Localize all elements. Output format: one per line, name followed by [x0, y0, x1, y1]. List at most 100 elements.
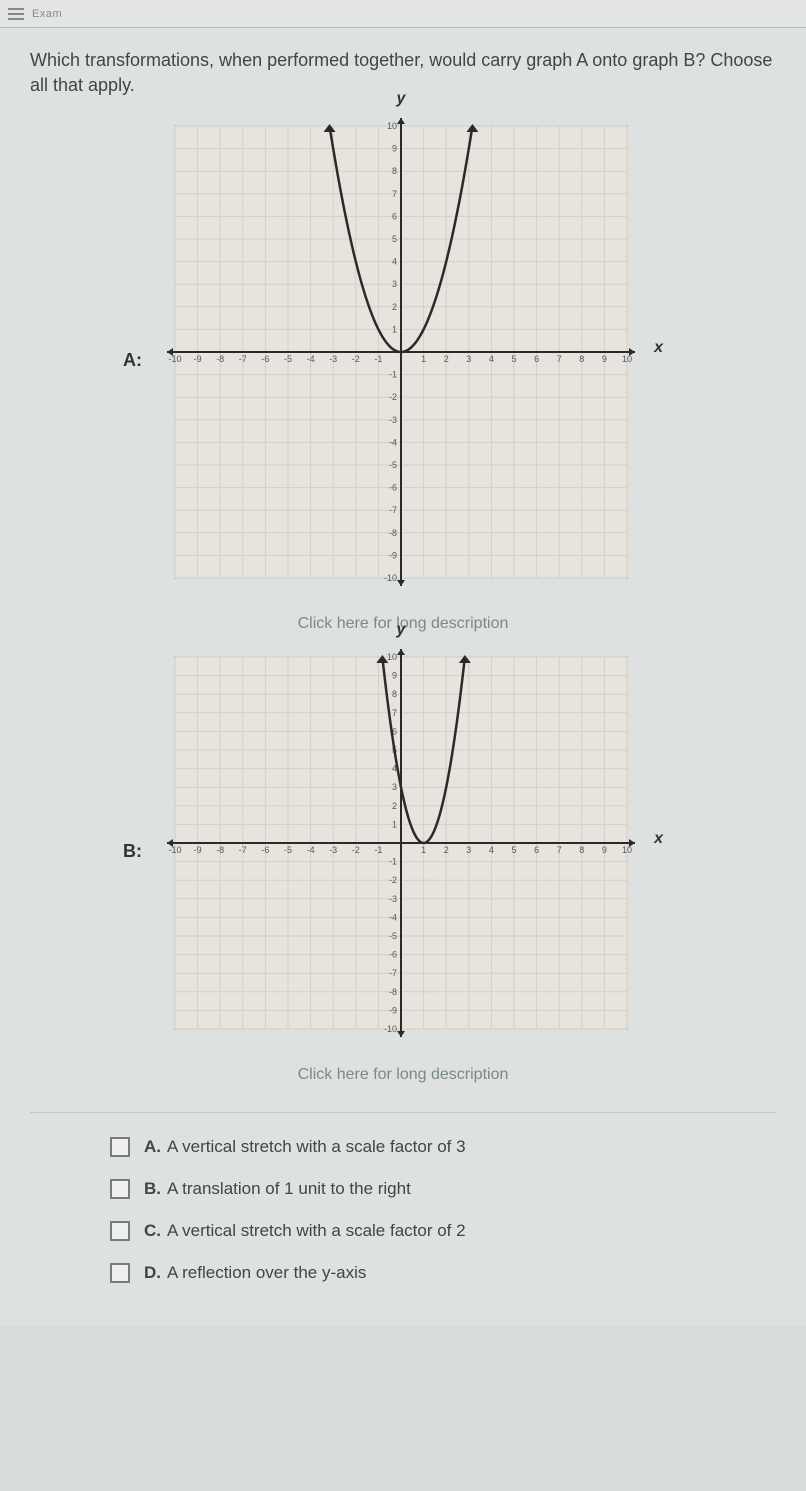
svg-text:-6: -6 [389, 950, 397, 960]
svg-text:9: 9 [392, 144, 397, 154]
svg-text:2: 2 [392, 302, 397, 312]
svg-text:2: 2 [444, 354, 449, 364]
svg-text:-9: -9 [194, 845, 202, 855]
svg-text:-5: -5 [284, 354, 292, 364]
svg-text:-8: -8 [389, 528, 397, 538]
graph-a-wrap: A: y x -10-9-8-7-6-5-4-3-2-112345678910-… [123, 112, 683, 597]
toolbar: Exam [0, 0, 806, 28]
option-a-letter: A. [144, 1137, 161, 1157]
svg-text:8: 8 [579, 354, 584, 364]
svg-text:2: 2 [392, 801, 397, 811]
option-a[interactable]: A. A vertical stretch with a scale facto… [110, 1137, 776, 1157]
svg-text:-1: -1 [374, 354, 382, 364]
svg-text:-7: -7 [389, 969, 397, 979]
svg-text:8: 8 [579, 845, 584, 855]
svg-text:-10: -10 [168, 845, 181, 855]
svg-text:3: 3 [466, 845, 471, 855]
svg-text:-1: -1 [374, 845, 382, 855]
svg-text:-6: -6 [389, 483, 397, 493]
svg-text:9: 9 [392, 671, 397, 681]
menu-icon[interactable] [8, 8, 24, 20]
svg-text:-10: -10 [384, 573, 397, 583]
svg-text:-9: -9 [389, 551, 397, 561]
graph-b-box: y x -10-9-8-7-6-5-4-3-2-112345678910-10-… [161, 643, 641, 1048]
svg-text:-6: -6 [261, 354, 269, 364]
svg-text:4: 4 [489, 845, 494, 855]
svg-text:10: 10 [622, 354, 632, 364]
option-c-text: A vertical stretch with a scale factor o… [167, 1221, 466, 1241]
graph-b-long-desc-link[interactable]: Click here for long description [30, 1066, 776, 1084]
checkbox-a[interactable] [110, 1137, 130, 1157]
graph-a-y-label: y [397, 90, 406, 108]
svg-text:10: 10 [387, 121, 397, 131]
svg-text:-7: -7 [239, 845, 247, 855]
svg-text:5: 5 [392, 234, 397, 244]
option-a-text: A vertical stretch with a scale factor o… [167, 1137, 466, 1157]
svg-text:3: 3 [392, 783, 397, 793]
svg-text:7: 7 [392, 189, 397, 199]
svg-text:5: 5 [511, 354, 516, 364]
option-b-text: A translation of 1 unit to the right [167, 1179, 411, 1199]
checkbox-d[interactable] [110, 1263, 130, 1283]
divider [30, 1112, 776, 1113]
option-d[interactable]: D. A reflection over the y-axis [110, 1263, 776, 1283]
svg-text:-2: -2 [352, 354, 360, 364]
svg-text:6: 6 [534, 845, 539, 855]
options-list: A. A vertical stretch with a scale facto… [30, 1137, 776, 1283]
graph-a-label: A: [123, 350, 153, 371]
svg-text:-2: -2 [389, 393, 397, 403]
svg-text:3: 3 [392, 280, 397, 290]
graph-a-box: y x -10-9-8-7-6-5-4-3-2-112345678910-10-… [161, 112, 641, 597]
checkbox-b[interactable] [110, 1179, 130, 1199]
svg-text:7: 7 [392, 708, 397, 718]
svg-text:-7: -7 [239, 354, 247, 364]
svg-text:6: 6 [534, 354, 539, 364]
graph-a-x-label: x [654, 339, 663, 357]
option-c-letter: C. [144, 1221, 161, 1241]
svg-text:-4: -4 [307, 354, 315, 364]
svg-text:-10: -10 [168, 354, 181, 364]
svg-text:10: 10 [387, 652, 397, 662]
option-d-text: A reflection over the y-axis [167, 1263, 366, 1283]
graph-b-y-label: y [397, 621, 406, 639]
svg-text:-2: -2 [352, 845, 360, 855]
graph-b-x-label: x [654, 830, 663, 848]
option-d-letter: D. [144, 1263, 161, 1283]
svg-text:9: 9 [602, 354, 607, 364]
svg-text:-8: -8 [389, 987, 397, 997]
svg-text:4: 4 [392, 257, 397, 267]
option-c[interactable]: C. A vertical stretch with a scale facto… [110, 1221, 776, 1241]
svg-text:1: 1 [421, 354, 426, 364]
svg-text:7: 7 [557, 354, 562, 364]
toolbar-text: Exam [32, 8, 62, 20]
graph-b-label: B: [123, 841, 153, 862]
svg-text:-4: -4 [389, 913, 397, 923]
svg-text:-3: -3 [329, 845, 337, 855]
svg-text:2: 2 [444, 845, 449, 855]
question-content: Which transformations, when performed to… [0, 28, 806, 1325]
svg-text:-4: -4 [389, 438, 397, 448]
svg-text:9: 9 [602, 845, 607, 855]
svg-text:-8: -8 [216, 354, 224, 364]
svg-text:-1: -1 [389, 857, 397, 867]
svg-text:-3: -3 [389, 415, 397, 425]
svg-text:-3: -3 [329, 354, 337, 364]
svg-text:-8: -8 [216, 845, 224, 855]
svg-text:-5: -5 [389, 931, 397, 941]
svg-text:3: 3 [466, 354, 471, 364]
svg-text:-5: -5 [389, 460, 397, 470]
graph-b-wrap: B: y x -10-9-8-7-6-5-4-3-2-112345678910-… [123, 643, 683, 1048]
checkbox-c[interactable] [110, 1221, 130, 1241]
svg-text:1: 1 [392, 325, 397, 335]
svg-text:8: 8 [392, 167, 397, 177]
svg-text:-4: -4 [307, 845, 315, 855]
option-b[interactable]: B. A translation of 1 unit to the right [110, 1179, 776, 1199]
svg-text:-6: -6 [261, 845, 269, 855]
svg-text:5: 5 [511, 845, 516, 855]
svg-text:-9: -9 [389, 1006, 397, 1016]
svg-text:-1: -1 [389, 370, 397, 380]
svg-text:8: 8 [392, 690, 397, 700]
svg-text:-10: -10 [384, 1024, 397, 1034]
svg-text:-7: -7 [389, 506, 397, 516]
svg-text:-9: -9 [194, 354, 202, 364]
